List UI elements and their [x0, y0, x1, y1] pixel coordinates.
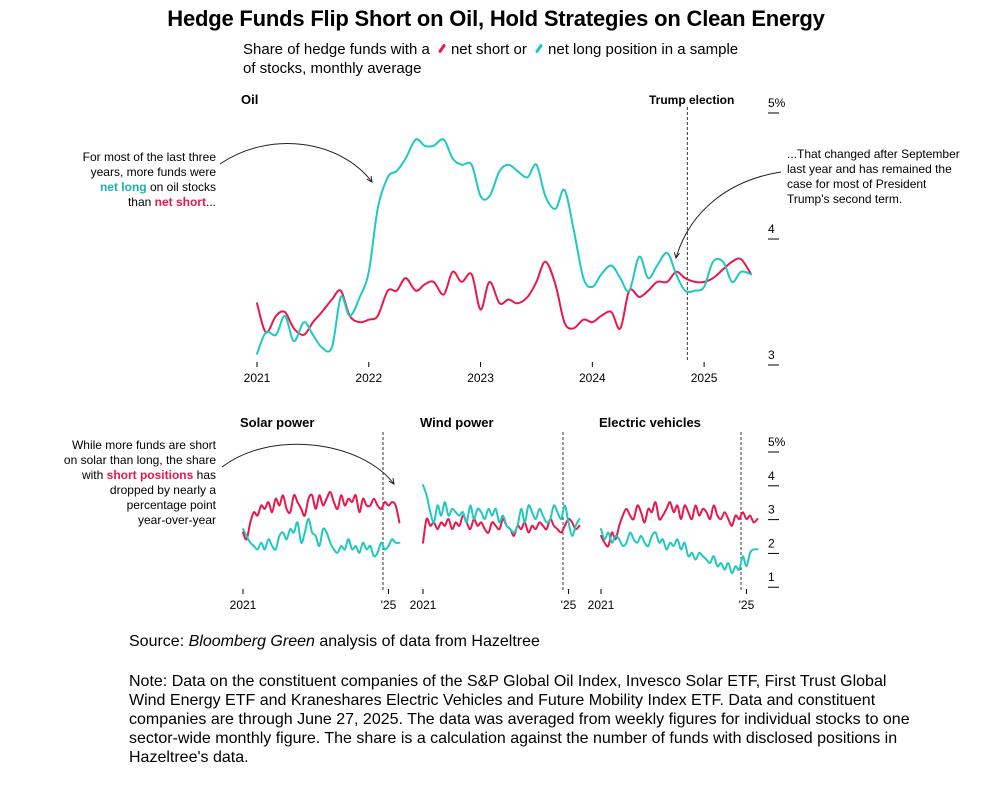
series-line-net-short	[242, 491, 401, 541]
y-tick-label: 4	[768, 469, 775, 483]
panel-title-wind-power: Wind power	[420, 415, 494, 430]
x-tick-label: 2025	[691, 371, 718, 385]
chart-title: Hedge Funds Flip Short on Oil, Hold Stra…	[167, 6, 825, 31]
oil-right-annotation: ...That changed after September last yea…	[787, 147, 960, 206]
subtitle-part2: of stocks, monthly average	[243, 60, 422, 77]
subtitle-long-label: net long position in a sample	[548, 41, 739, 58]
panel-title-oil: Oil	[241, 92, 258, 107]
series-line-net-short	[256, 257, 753, 336]
oil-left-annotation: For most of the last three years, more f…	[82, 150, 216, 209]
y-tick-label: 3	[768, 503, 775, 517]
x-tick-label: 2022	[355, 371, 382, 385]
series-line-net-long	[256, 138, 753, 355]
x-tick-label: 2024	[579, 371, 606, 385]
source-note: Source: Bloomberg Green analysis of data…	[129, 633, 540, 650]
solar-annotation: While more funds are short on solar than…	[63, 438, 216, 527]
oil-right-arrow	[675, 171, 782, 259]
x-tick-label: '25	[381, 598, 397, 612]
x-tick-label: 2021	[588, 598, 615, 612]
series-line-net-short	[600, 501, 759, 548]
y-tick-label: 4	[768, 222, 775, 236]
series-line-net-long	[600, 528, 759, 575]
y-tick-label: 5%	[768, 96, 786, 110]
oil-left-arrow	[219, 143, 373, 183]
data-note: Note: Data on the constituent companies …	[129, 673, 910, 766]
panel-title-solar-power: Solar power	[240, 415, 314, 430]
y-tick-label: 3	[768, 348, 775, 362]
x-tick-label: 2023	[467, 371, 494, 385]
x-tick-label: '25	[739, 598, 755, 612]
series-line-net-long	[422, 484, 581, 537]
x-tick-label: '25	[561, 598, 577, 612]
oil-right-arrow-head	[673, 252, 680, 260]
solar-arrow-head	[388, 477, 395, 485]
chart-subtitle: Share of hedge funds with a net short or…	[243, 40, 803, 78]
series-line-net-short	[422, 514, 581, 544]
panel-title-electric-vehicles: Electric vehicles	[599, 415, 701, 430]
y-tick-label: 1	[768, 570, 775, 584]
y-tick-label: 2	[768, 536, 775, 550]
y-tick-label: 5%	[768, 435, 786, 449]
oil-left-arrow-head	[366, 175, 373, 183]
subtitle-short-label: net short or	[450, 41, 527, 58]
x-tick-label: 2021	[244, 371, 271, 385]
subtitle-part1: Share of hedge funds with a	[243, 41, 430, 58]
solar-arrow	[221, 443, 395, 485]
x-tick-label: 2021	[230, 598, 257, 612]
x-tick-label: 2021	[410, 598, 437, 612]
series-line-net-long	[242, 518, 401, 558]
chart-canvas: Oil 2021 2022 2023 2024 2025 Trump election Sol…	[219, 92, 786, 612]
trump-election-label: Trump election	[649, 93, 734, 107]
